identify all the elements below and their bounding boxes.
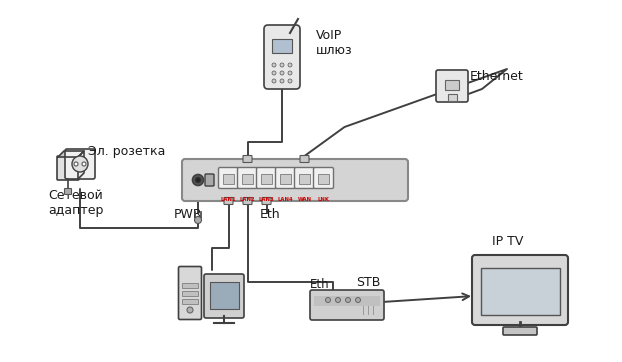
- Circle shape: [288, 63, 292, 67]
- FancyBboxPatch shape: [272, 39, 292, 53]
- FancyBboxPatch shape: [218, 168, 238, 189]
- FancyBboxPatch shape: [445, 80, 459, 90]
- Circle shape: [195, 177, 200, 182]
- FancyBboxPatch shape: [182, 159, 408, 201]
- FancyBboxPatch shape: [182, 291, 198, 296]
- Text: Ethernet: Ethernet: [470, 70, 524, 83]
- Text: IP TV: IP TV: [492, 235, 524, 248]
- Circle shape: [345, 298, 351, 303]
- FancyBboxPatch shape: [294, 168, 315, 189]
- Polygon shape: [78, 151, 84, 179]
- FancyBboxPatch shape: [205, 174, 214, 186]
- FancyBboxPatch shape: [313, 168, 333, 189]
- FancyBboxPatch shape: [318, 174, 329, 184]
- Circle shape: [272, 79, 276, 83]
- Text: Сетевой
адаптер: Сетевой адаптер: [48, 189, 103, 217]
- Circle shape: [280, 63, 284, 67]
- Circle shape: [72, 156, 88, 172]
- FancyBboxPatch shape: [65, 189, 72, 194]
- FancyBboxPatch shape: [238, 168, 258, 189]
- Circle shape: [335, 298, 340, 303]
- Text: WAN: WAN: [297, 197, 312, 202]
- FancyBboxPatch shape: [243, 198, 252, 205]
- FancyBboxPatch shape: [262, 198, 271, 205]
- Text: STB: STB: [356, 276, 381, 289]
- FancyBboxPatch shape: [472, 255, 568, 325]
- FancyBboxPatch shape: [243, 156, 252, 163]
- FancyBboxPatch shape: [300, 156, 309, 163]
- FancyBboxPatch shape: [276, 168, 295, 189]
- Text: LAN4: LAN4: [277, 197, 294, 202]
- Circle shape: [288, 79, 292, 83]
- Circle shape: [356, 298, 361, 303]
- FancyBboxPatch shape: [310, 290, 384, 320]
- Circle shape: [280, 71, 284, 75]
- FancyBboxPatch shape: [280, 174, 291, 184]
- Text: LAN2: LAN2: [239, 197, 255, 202]
- Circle shape: [74, 162, 78, 166]
- FancyBboxPatch shape: [299, 174, 310, 184]
- FancyBboxPatch shape: [264, 25, 300, 89]
- Circle shape: [280, 79, 284, 83]
- FancyBboxPatch shape: [65, 149, 95, 179]
- FancyBboxPatch shape: [242, 174, 253, 184]
- Circle shape: [187, 307, 193, 313]
- FancyBboxPatch shape: [182, 299, 198, 304]
- Circle shape: [272, 71, 276, 75]
- Text: PWR: PWR: [174, 207, 203, 220]
- Circle shape: [82, 162, 86, 166]
- Circle shape: [325, 298, 330, 303]
- FancyBboxPatch shape: [210, 282, 238, 308]
- FancyBboxPatch shape: [224, 198, 233, 205]
- FancyBboxPatch shape: [481, 268, 560, 315]
- Circle shape: [272, 63, 276, 67]
- FancyBboxPatch shape: [503, 327, 537, 335]
- FancyBboxPatch shape: [179, 266, 202, 320]
- FancyBboxPatch shape: [314, 296, 380, 306]
- Text: VoIP
шлюз: VoIP шлюз: [316, 29, 353, 57]
- Text: Eth: Eth: [260, 207, 281, 220]
- Text: LAN1: LAN1: [221, 197, 236, 202]
- FancyBboxPatch shape: [261, 174, 272, 184]
- FancyBboxPatch shape: [436, 70, 468, 102]
- Circle shape: [192, 174, 203, 185]
- FancyBboxPatch shape: [204, 274, 244, 318]
- Circle shape: [195, 216, 202, 223]
- FancyBboxPatch shape: [447, 93, 457, 101]
- Circle shape: [288, 71, 292, 75]
- Text: LNK: LNK: [318, 197, 330, 202]
- Text: Эл. розетка: Эл. розетка: [88, 145, 165, 158]
- Text: Eth: Eth: [310, 278, 330, 291]
- FancyBboxPatch shape: [223, 174, 234, 184]
- FancyBboxPatch shape: [256, 168, 277, 189]
- Text: LAN3: LAN3: [259, 197, 274, 202]
- FancyBboxPatch shape: [182, 283, 198, 288]
- Polygon shape: [58, 151, 84, 157]
- FancyBboxPatch shape: [57, 156, 79, 180]
